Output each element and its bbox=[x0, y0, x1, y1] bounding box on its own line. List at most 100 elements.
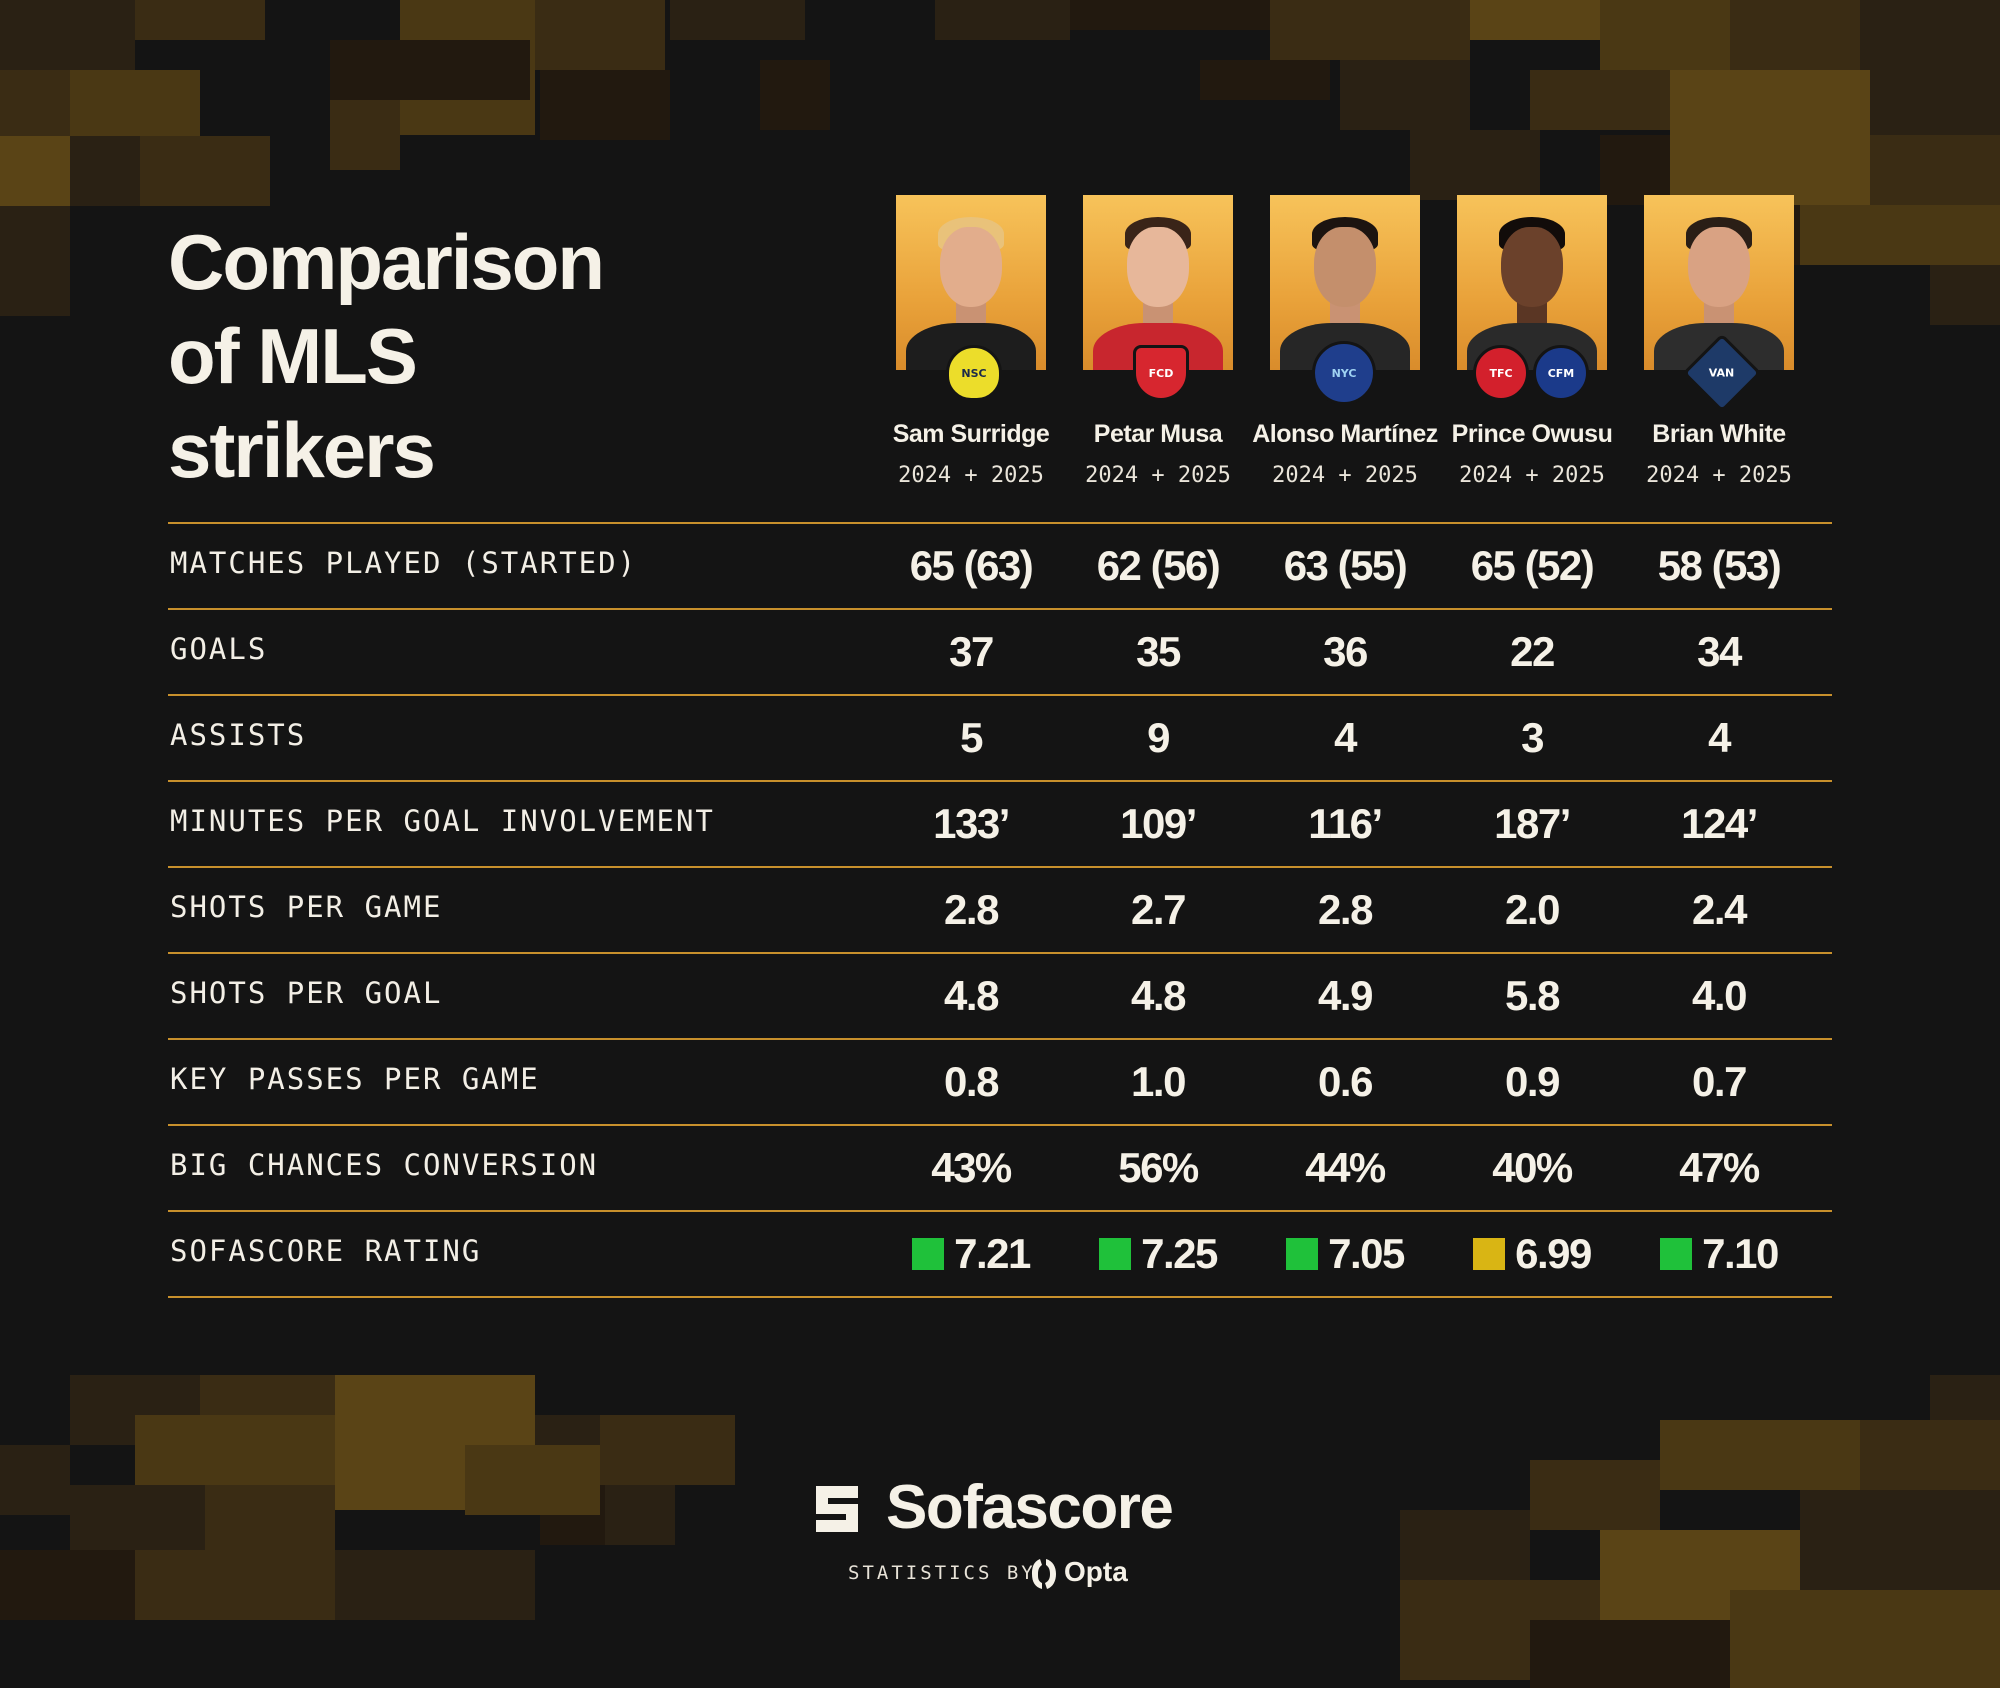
pixel-block bbox=[1400, 1510, 1530, 1580]
stat-value: 109’ bbox=[1120, 800, 1197, 847]
stat-value: 0.7 bbox=[1692, 1058, 1747, 1105]
stat-value: 44% bbox=[1305, 1144, 1386, 1191]
pixel-block bbox=[400, 0, 535, 135]
stat-value: 22 bbox=[1510, 628, 1555, 675]
pixel-block bbox=[1730, 0, 1865, 70]
player-season: 2024 + 2025 bbox=[1459, 463, 1605, 488]
opta-logo-icon bbox=[1032, 1559, 1056, 1589]
fc-dallas-badge-icon: FCD bbox=[1133, 345, 1189, 401]
rating-value: 7.10 bbox=[1624, 1230, 1814, 1280]
stat-value: 35 bbox=[1136, 628, 1181, 675]
player-season: 2024 + 2025 bbox=[1272, 463, 1418, 488]
stat-value: 47% bbox=[1679, 1144, 1760, 1191]
pixel-block bbox=[335, 1375, 535, 1510]
stat-value: 133’ bbox=[933, 800, 1010, 847]
pixel-block bbox=[1670, 70, 1870, 205]
pixel-block bbox=[135, 1415, 335, 1485]
stat-label: MINUTES PER GOAL INVOLVEMENT bbox=[170, 804, 715, 838]
stat-value: 34 bbox=[1697, 628, 1742, 675]
pixel-block bbox=[535, 1415, 605, 1485]
table-row: MATCHES PLAYED (STARTED) 65 (63) 62 (56)… bbox=[168, 524, 1832, 608]
stat-label: MATCHES PLAYED (STARTED) bbox=[170, 546, 638, 580]
rating-color-square bbox=[1473, 1238, 1506, 1270]
stat-value: 5.8 bbox=[1505, 972, 1560, 1019]
pixel-block bbox=[1530, 1620, 1730, 1688]
pixel-block bbox=[1200, 60, 1330, 100]
rating-number: 7.25 bbox=[1141, 1230, 1218, 1277]
title-line: of MLS bbox=[168, 312, 418, 400]
pixel-block bbox=[1930, 265, 2000, 325]
stat-value: 4.0 bbox=[1692, 972, 1747, 1019]
stat-value: 2.8 bbox=[944, 886, 999, 933]
pixel-block bbox=[0, 1445, 70, 1515]
nycfc-badge-icon: NYC bbox=[1312, 341, 1376, 405]
table-row: SHOTS PER GOAL 4.8 4.8 4.9 5.8 4.0 bbox=[168, 954, 1832, 1038]
player-photo bbox=[896, 195, 1046, 370]
stat-value: 2.0 bbox=[1505, 886, 1560, 933]
player-season: 2024 + 2025 bbox=[898, 463, 1044, 488]
pixel-block bbox=[1600, 1530, 1800, 1620]
pixel-block bbox=[1660, 1420, 1860, 1490]
stat-value: 9 bbox=[1147, 714, 1170, 761]
stat-label: SOFASCORE RATING bbox=[170, 1234, 482, 1268]
rating-value: 7.21 bbox=[876, 1230, 1066, 1280]
provider-name: Opta bbox=[1064, 1556, 1128, 1587]
table-row: BIG CHANCES CONVERSION 43% 56% 44% 40% 4… bbox=[168, 1126, 1832, 1210]
rating-value: 6.99 bbox=[1437, 1230, 1627, 1280]
pixel-block bbox=[70, 1485, 205, 1555]
pixel-block bbox=[1860, 0, 2000, 135]
credit-text: STATISTICS BY bbox=[848, 1562, 1036, 1584]
brand-name: Sofascore bbox=[886, 1473, 1174, 1542]
stat-value: 4.9 bbox=[1318, 972, 1373, 1019]
pixel-block bbox=[200, 1375, 335, 1445]
stat-value: 4.8 bbox=[944, 972, 999, 1019]
pixel-block bbox=[1800, 1490, 2000, 1590]
pixel-block bbox=[540, 1485, 610, 1545]
pixel-block bbox=[1410, 130, 1540, 200]
rating-color-square bbox=[1099, 1238, 1132, 1270]
stat-value: 58 (53) bbox=[1657, 542, 1782, 589]
pixel-block bbox=[330, 40, 530, 100]
pixel-block bbox=[670, 0, 805, 40]
title-line: strikers bbox=[168, 406, 436, 494]
player-photo bbox=[1083, 195, 1233, 370]
stat-value: 63 (55) bbox=[1283, 542, 1408, 589]
rating-number: 7.21 bbox=[954, 1230, 1031, 1277]
table-row: ASSISTS 5 9 4 3 4 bbox=[168, 696, 1832, 780]
pixel-block bbox=[605, 1485, 675, 1545]
stat-value: 4.8 bbox=[1131, 972, 1186, 1019]
pixel-block bbox=[1800, 205, 2000, 265]
stat-label: SHOTS PER GOAL bbox=[170, 976, 443, 1010]
rating-color-square bbox=[1286, 1238, 1319, 1270]
pixel-block bbox=[760, 60, 830, 130]
pixel-block bbox=[1400, 1580, 1600, 1680]
rating-color-square bbox=[1660, 1238, 1693, 1270]
stat-label: ASSISTS bbox=[170, 718, 307, 752]
toronto-fc-badge-icon: TFC bbox=[1473, 345, 1529, 401]
stat-value: 187’ bbox=[1494, 800, 1571, 847]
stat-value: 65 (52) bbox=[1470, 542, 1595, 589]
stat-value: 36 bbox=[1323, 628, 1368, 675]
stat-value: 124’ bbox=[1681, 800, 1758, 847]
stat-value: 37 bbox=[949, 628, 994, 675]
sofascore-mark-icon bbox=[816, 1486, 858, 1532]
pixel-block bbox=[1070, 0, 1270, 30]
rating-number: 6.99 bbox=[1515, 1230, 1592, 1277]
stat-value: 1.0 bbox=[1131, 1058, 1186, 1105]
stat-value: 62 (56) bbox=[1096, 542, 1221, 589]
rating-number: 7.10 bbox=[1702, 1230, 1779, 1277]
player-season: 2024 + 2025 bbox=[1646, 463, 1792, 488]
pixel-block bbox=[1730, 1590, 2000, 1688]
pixel-block bbox=[0, 136, 70, 206]
pixel-block bbox=[1530, 70, 1730, 130]
pixel-block bbox=[1930, 1375, 2000, 1420]
pixel-block bbox=[135, 0, 265, 40]
pixel-block bbox=[1530, 1460, 1660, 1530]
stat-value: 40% bbox=[1492, 1144, 1573, 1191]
stat-value: 2.7 bbox=[1131, 886, 1186, 933]
player-name: Brian White bbox=[1652, 420, 1786, 448]
pixel-block bbox=[140, 136, 270, 206]
stat-label: KEY PASSES PER GAME bbox=[170, 1062, 540, 1096]
stat-label: GOALS bbox=[170, 632, 268, 666]
pixel-block bbox=[1470, 0, 1605, 40]
